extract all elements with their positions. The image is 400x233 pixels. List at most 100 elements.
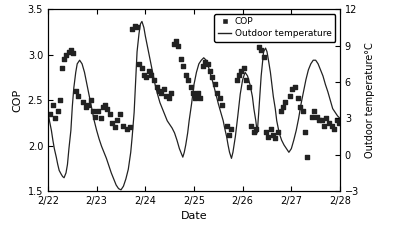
Point	[133, 26, 140, 29]
Point	[61, 57, 67, 61]
Point	[275, 130, 281, 134]
Point	[304, 155, 310, 158]
Point	[207, 69, 213, 73]
Point	[143, 76, 150, 79]
Point	[219, 103, 226, 107]
Point	[180, 64, 186, 68]
Point	[258, 48, 264, 52]
Point	[158, 91, 164, 95]
Point	[189, 91, 196, 95]
Point	[168, 91, 174, 95]
Point	[240, 66, 247, 70]
Point	[185, 78, 191, 82]
Point	[323, 116, 330, 120]
Point	[331, 127, 337, 131]
Point	[148, 73, 154, 77]
Point	[228, 127, 235, 131]
Point	[319, 118, 325, 122]
Point	[212, 82, 218, 86]
Point	[151, 78, 157, 82]
Point	[109, 121, 116, 125]
Point	[314, 115, 320, 118]
Point	[52, 116, 58, 120]
Point	[292, 85, 298, 89]
Point	[88, 98, 94, 102]
Point	[136, 62, 143, 66]
Point	[253, 127, 260, 131]
Point	[236, 73, 242, 77]
Point	[90, 109, 96, 113]
Point	[97, 116, 104, 120]
Point	[146, 69, 152, 73]
Point	[195, 91, 201, 95]
Point	[294, 96, 301, 100]
Point	[58, 66, 65, 70]
Point	[297, 106, 303, 109]
Point	[289, 87, 296, 91]
Point	[112, 126, 118, 129]
Point	[333, 118, 340, 122]
Point	[156, 89, 162, 93]
Point	[73, 89, 80, 93]
Point	[202, 60, 208, 64]
Point	[175, 44, 181, 48]
Point	[248, 124, 255, 127]
Point	[226, 133, 232, 137]
Y-axis label: Outdoor temperature°C: Outdoor temperature°C	[365, 42, 375, 158]
Point	[308, 115, 315, 118]
Point	[104, 107, 110, 111]
Point	[299, 109, 306, 113]
Point	[120, 124, 127, 127]
Point	[132, 24, 138, 27]
Point	[238, 69, 244, 73]
Point	[66, 50, 72, 54]
Point	[328, 124, 335, 127]
Point	[246, 85, 252, 89]
Point	[117, 112, 123, 116]
Point	[68, 48, 74, 52]
Point	[57, 98, 63, 102]
Point	[80, 100, 86, 104]
Point	[161, 87, 167, 91]
Point	[94, 109, 101, 113]
Point	[102, 103, 109, 107]
Point	[268, 127, 274, 131]
Point	[280, 106, 286, 109]
Point	[173, 39, 179, 43]
Point	[153, 85, 160, 89]
Point	[129, 27, 135, 31]
Point	[243, 78, 249, 82]
Point	[214, 91, 220, 95]
Point	[311, 109, 318, 113]
Point	[163, 94, 170, 97]
Point	[166, 96, 172, 100]
Point	[63, 53, 70, 57]
Point	[256, 46, 262, 49]
Point	[287, 94, 293, 97]
Point	[302, 130, 308, 134]
Point	[85, 103, 91, 107]
Point	[75, 94, 81, 97]
Point	[216, 96, 223, 100]
Point	[260, 55, 267, 58]
Point	[47, 112, 54, 116]
Point	[321, 124, 328, 127]
X-axis label: Date: Date	[181, 212, 207, 222]
Point	[70, 51, 76, 55]
Point	[187, 85, 194, 89]
Point	[270, 133, 276, 137]
Point	[124, 127, 130, 131]
Point	[141, 73, 147, 77]
Y-axis label: COP: COP	[12, 89, 22, 112]
Point	[224, 124, 230, 127]
Point	[139, 66, 145, 70]
Point	[265, 135, 272, 138]
Point	[197, 96, 204, 100]
Point	[282, 100, 289, 104]
Point	[54, 109, 61, 113]
Point	[126, 126, 133, 129]
Point	[170, 42, 177, 46]
Point	[50, 103, 56, 107]
Point	[178, 57, 184, 61]
Point	[92, 115, 98, 118]
